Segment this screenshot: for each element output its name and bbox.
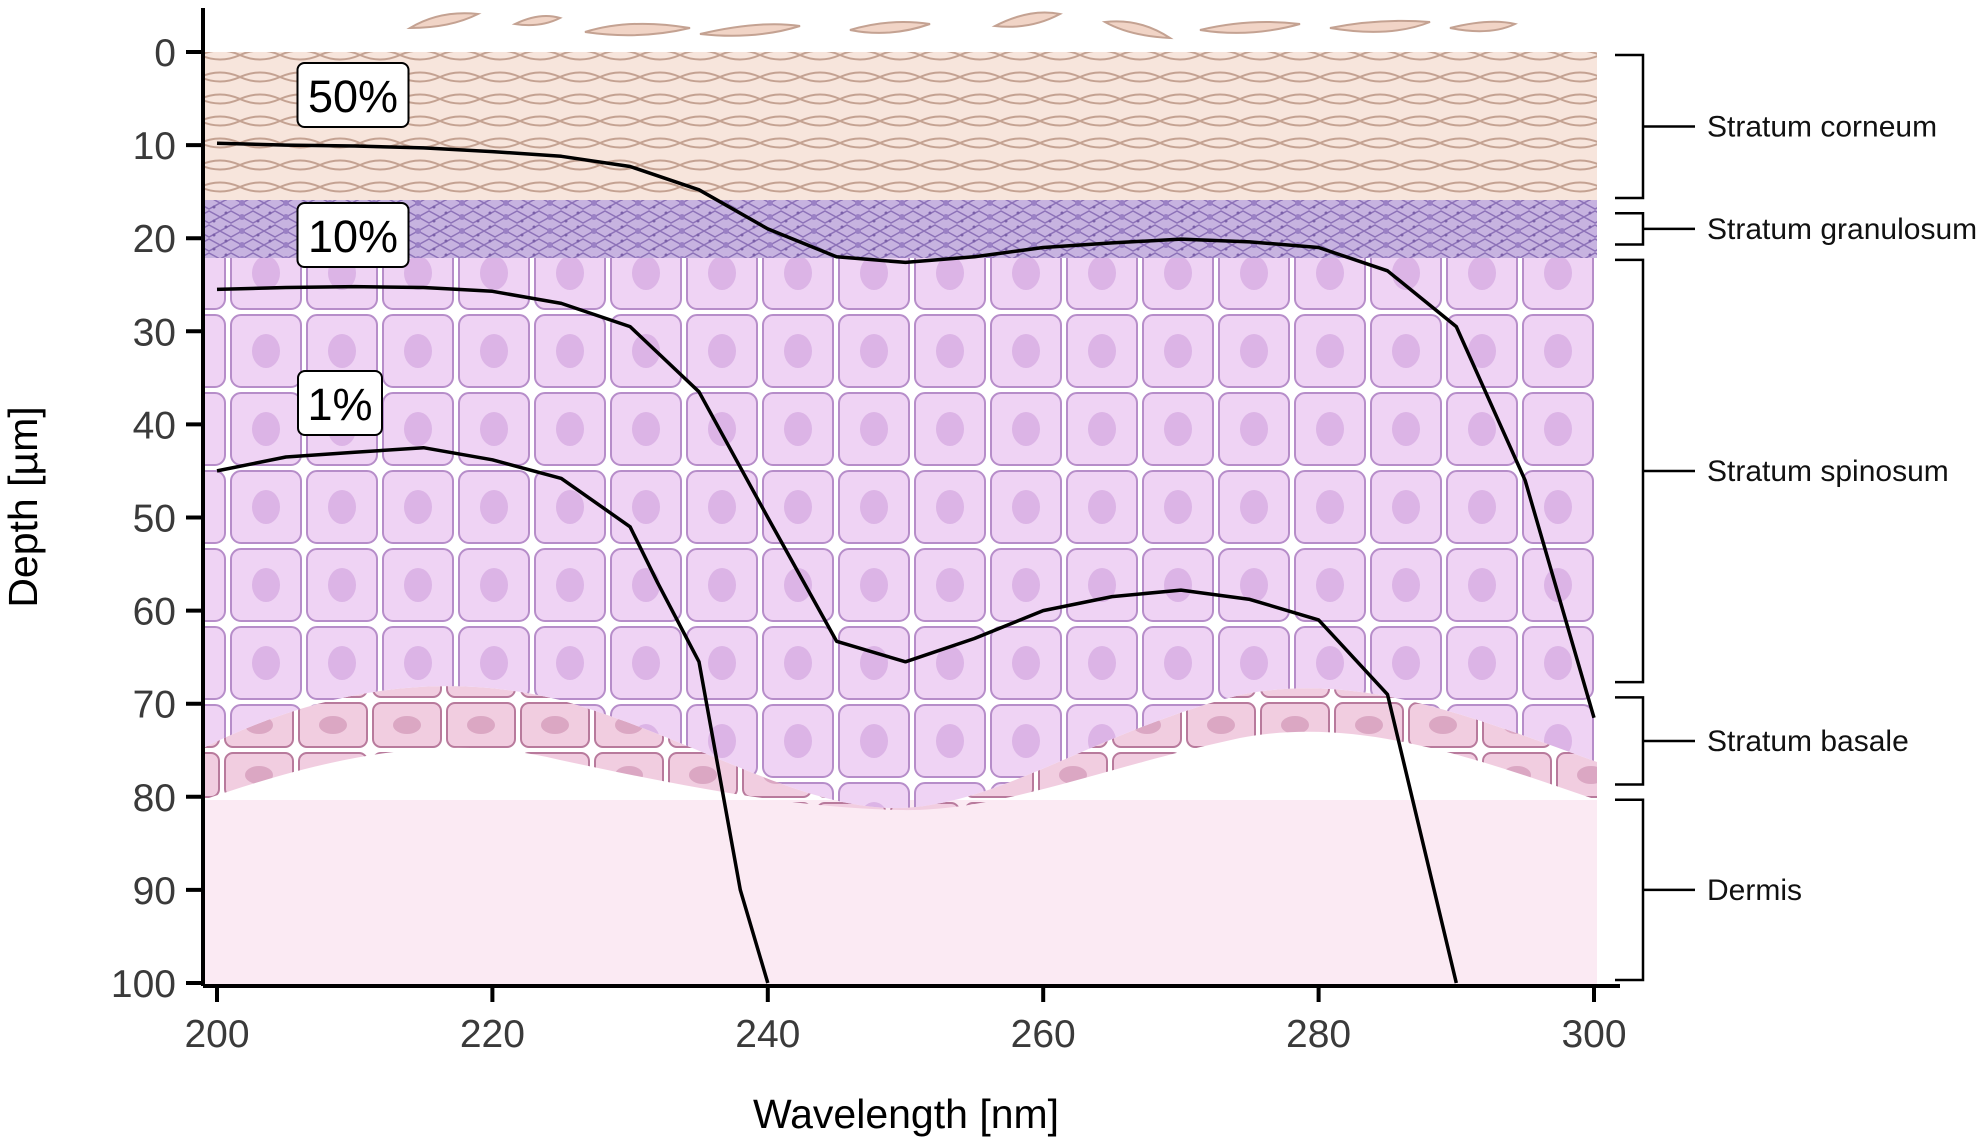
layer-label: Stratum granulosum	[1707, 213, 1977, 246]
layer-brackets: Stratum corneum Stratum granulosum Stratum…	[1615, 53, 1977, 982]
layer-bracket	[1615, 696, 1645, 786]
x-tick-label: 200	[184, 1013, 249, 1056]
series-label-box	[296, 62, 410, 128]
x-tick-label: 260	[1011, 1013, 1076, 1056]
layer-label: Dermis	[1707, 874, 1802, 907]
layer-label: Stratum spinosum	[1707, 455, 1949, 488]
series-label: 50%	[308, 71, 398, 122]
y-tick-label: 30	[133, 311, 176, 354]
layer-label: Stratum basale	[1707, 725, 1909, 758]
y-tick-label: 70	[133, 684, 176, 727]
y-tick-label: 90	[133, 870, 176, 913]
series-line-50pct	[216, 141, 1596, 719]
series-label: 10%	[308, 211, 398, 262]
series-label-box	[296, 202, 410, 268]
x-ticks: 200 220 240 260 280 300	[184, 986, 1627, 1056]
y-tick-label: 0	[154, 32, 176, 75]
stratum-basale-layer	[203, 686, 1597, 811]
x-tick-label: 240	[735, 1013, 800, 1056]
y-tick-label: 40	[133, 404, 176, 447]
layer-label: Stratum corneum	[1707, 110, 1937, 143]
axes: 0 10 20 30 40 50 60 70 80 90 100 200 220 240 260 280 30…	[111, 8, 1627, 1056]
dermis-layer	[203, 800, 1597, 986]
y-tick-label: 60	[133, 591, 176, 634]
layer-bracket	[1615, 53, 1645, 200]
series-labels: 50% 10% 1%	[296, 62, 410, 436]
flaking-cells	[406, 11, 1518, 40]
x-tick-label: 280	[1286, 1013, 1351, 1056]
skin-layers-illustration	[203, 11, 1597, 986]
series-label-box	[297, 370, 383, 436]
y-tick-label: 10	[133, 125, 176, 168]
series-label: 1%	[307, 379, 372, 430]
stratum-spinosum-layer	[203, 258, 1597, 809]
layer-bracket	[1615, 212, 1645, 246]
y-axis-title: Depth [µm]	[0, 406, 46, 607]
layer-bracket	[1615, 798, 1645, 982]
x-tick-label: 300	[1561, 1013, 1626, 1056]
y-ticks: 0 10 20 30 40 50 60 70 80 90 100	[111, 32, 203, 1006]
y-tick-label: 50	[133, 498, 176, 541]
y-tick-label: 100	[111, 963, 176, 1006]
series-line-1pct	[216, 445, 770, 984]
x-axis-title: Wavelength [nm]	[753, 1091, 1059, 1137]
series-line-10pct	[216, 284, 1459, 984]
x-tick-label: 220	[460, 1013, 525, 1056]
y-tick-label: 20	[133, 218, 176, 261]
y-tick-label: 80	[133, 777, 176, 820]
penetration-curves	[216, 141, 1596, 984]
layer-bracket	[1615, 258, 1645, 684]
